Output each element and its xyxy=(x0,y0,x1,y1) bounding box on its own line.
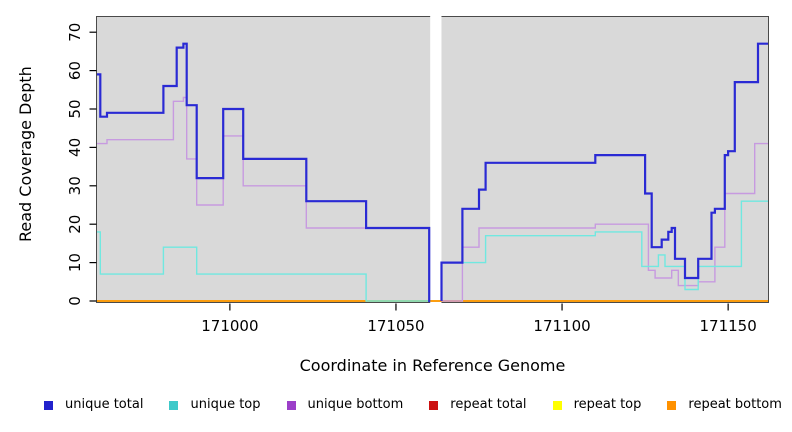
legend-swatch-unique-total xyxy=(44,400,53,410)
legend-label: repeat total xyxy=(450,397,527,412)
x-tick-label: 171000 xyxy=(201,317,258,335)
legend: unique total unique top unique bottom repea… xyxy=(44,397,782,413)
y-tick-label: 40 xyxy=(66,138,84,157)
x-axis-title: Coordinate in Reference Genome xyxy=(299,356,566,375)
legend-label: repeat top xyxy=(573,397,642,412)
series-unique-total xyxy=(440,42,768,301)
legend-label: repeat bottom xyxy=(688,397,782,412)
legend-item-unique-total: unique total xyxy=(44,397,143,413)
y-tick-label: 50 xyxy=(66,99,84,118)
y-tick-label: 70 xyxy=(66,23,84,42)
legend-item-repeat-top: repeat top xyxy=(552,397,642,413)
y-axis-title: Read Coverage Depth xyxy=(16,66,35,242)
legend-swatch-repeat-top xyxy=(552,400,562,410)
x-tick-label: 171150 xyxy=(700,317,757,335)
x-tick-label: 171100 xyxy=(533,317,590,335)
series-unique-total xyxy=(97,42,431,303)
legend-item-unique-top: unique top xyxy=(169,397,261,413)
legend-label: unique total xyxy=(65,397,144,412)
series-unique-bottom xyxy=(441,142,768,302)
legend-swatch-repeat-bottom xyxy=(667,400,677,410)
masked-gap-band xyxy=(430,15,442,303)
y-tick-label: 60 xyxy=(66,61,84,80)
y-tick-label: 30 xyxy=(66,176,84,195)
legend-label: unique top xyxy=(190,397,261,412)
y-tick-label: 20 xyxy=(66,215,84,234)
legend-swatch-unique-bottom xyxy=(286,400,296,410)
legend-label: unique bottom xyxy=(307,397,404,412)
series-unique-top xyxy=(97,231,431,302)
legend-item-repeat-total: repeat total xyxy=(429,397,527,413)
x-tick-label: 171050 xyxy=(367,317,424,335)
legend-item-repeat-bottom: repeat bottom xyxy=(667,397,782,413)
series-unique-bottom xyxy=(97,96,431,302)
y-tick-label: 10 xyxy=(66,253,84,272)
legend-item-unique-bottom: unique bottom xyxy=(286,397,404,413)
y-tick-label: 0 xyxy=(66,296,84,306)
legend-swatch-repeat-total xyxy=(429,400,439,410)
legend-swatch-unique-top xyxy=(169,400,179,410)
